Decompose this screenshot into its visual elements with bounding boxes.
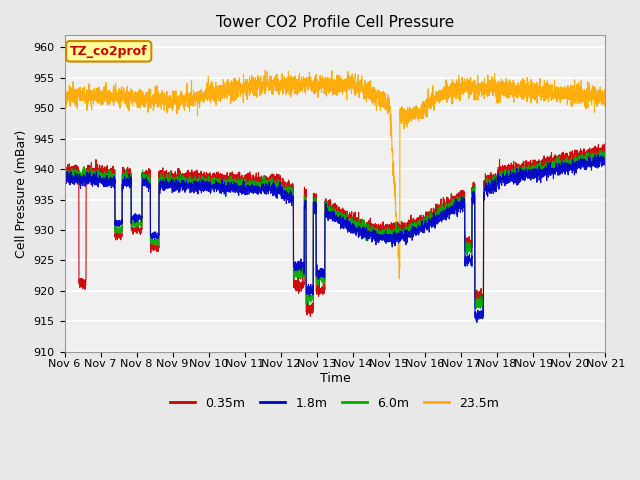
23.5m (602, 90, 609, 96)
6.0m (397, 228, 404, 234)
6.0m (177, 179, 184, 184)
1.8m (602, 156, 609, 162)
23.5m (61, 94, 68, 100)
0.35m (177, 176, 184, 181)
1.8m (602, 158, 609, 164)
Line: 6.0m: 6.0m (65, 150, 605, 309)
6.0m (388, 229, 396, 235)
0.35m (550, 155, 558, 160)
23.5m (550, 90, 558, 96)
23.5m (261, 67, 269, 73)
1.8m (550, 169, 558, 175)
Line: 23.5m: 23.5m (65, 70, 605, 279)
X-axis label: Time: Time (319, 372, 350, 385)
6.0m (550, 163, 558, 169)
6.0m (212, 180, 220, 186)
0.35m (397, 225, 405, 230)
1.8m (594, 152, 602, 158)
1.8m (61, 175, 68, 180)
23.5m (388, 132, 396, 137)
0.35m (388, 226, 396, 231)
Y-axis label: Cell Pressure (mBar): Cell Pressure (mBar) (15, 129, 28, 258)
0.35m (307, 313, 314, 319)
0.35m (61, 165, 68, 170)
1.8m (388, 234, 396, 240)
6.0m (602, 152, 609, 158)
23.5m (396, 276, 403, 282)
0.35m (212, 174, 220, 180)
6.0m (61, 173, 68, 179)
Line: 0.35m: 0.35m (65, 144, 605, 316)
6.0m (472, 306, 479, 312)
23.5m (397, 119, 405, 124)
Text: TZ_co2prof: TZ_co2prof (70, 45, 148, 58)
6.0m (596, 147, 604, 153)
0.35m (602, 149, 609, 155)
1.8m (212, 178, 220, 183)
Title: Tower CO2 Profile Cell Pressure: Tower CO2 Profile Cell Pressure (216, 15, 454, 30)
Legend: 0.35m, 1.8m, 6.0m, 23.5m: 0.35m, 1.8m, 6.0m, 23.5m (166, 392, 504, 415)
0.35m (602, 147, 609, 153)
0.35m (600, 141, 608, 147)
6.0m (602, 156, 609, 161)
Line: 1.8m: 1.8m (65, 155, 605, 323)
23.5m (212, 94, 220, 99)
1.8m (473, 320, 481, 325)
23.5m (602, 103, 609, 108)
1.8m (397, 233, 404, 239)
23.5m (177, 92, 184, 98)
1.8m (177, 185, 184, 191)
